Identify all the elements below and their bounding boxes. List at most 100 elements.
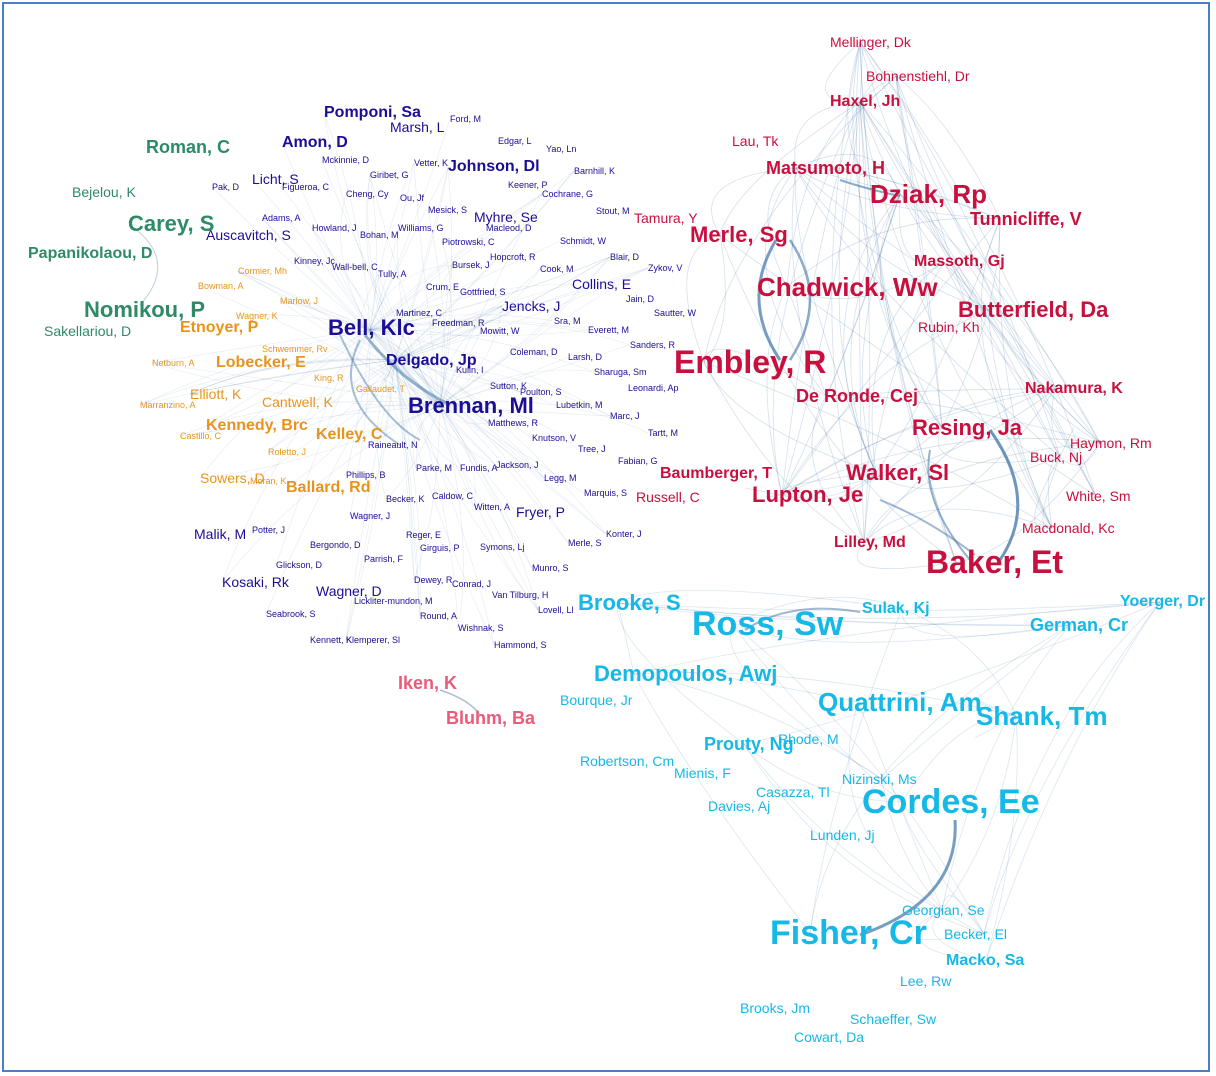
author-node-label[interactable]: Klemperer, Sl [346, 634, 401, 645]
author-node-label[interactable]: Moran, K [250, 475, 287, 486]
author-node-label[interactable]: Hopcroft, R [490, 251, 536, 262]
author-node-label[interactable]: Brennan, Ml [408, 393, 534, 418]
author-node-label[interactable]: Marranzino, A [140, 399, 196, 410]
author-node-label[interactable]: Mckinnie, D [322, 154, 370, 165]
author-node-label[interactable]: Roman, C [146, 137, 231, 157]
author-node-label[interactable]: Bowman, A [198, 280, 244, 291]
author-node-label[interactable]: Sharuga, Sm [594, 366, 647, 377]
author-node-label[interactable]: Ballard, Rd [286, 479, 371, 496]
author-node-label[interactable]: Rubin, Kh [918, 319, 980, 335]
author-node-label[interactable]: Chadwick, Ww [757, 272, 938, 302]
author-node-label[interactable]: Schmidt, W [560, 235, 607, 246]
author-node-label[interactable]: Haymon, Rm [1070, 435, 1152, 451]
author-node-label[interactable]: Baker, Et [926, 544, 1063, 580]
author-node-label[interactable]: Jackson, J [496, 459, 539, 470]
author-node-label[interactable]: Gallaudet, T [356, 383, 405, 394]
author-node-label[interactable]: Sowers, D [200, 470, 265, 486]
author-node-label[interactable]: Figueroa, C [282, 181, 330, 192]
author-node-label[interactable]: Georgian, Se [902, 902, 985, 918]
author-node-label[interactable]: White, Sm [1066, 488, 1131, 504]
author-node-label[interactable]: Marc, J [610, 410, 640, 421]
author-node-label[interactable]: Auscavitch, S [206, 227, 291, 243]
author-node-label[interactable]: Buck, Nj [1030, 449, 1083, 465]
author-node-label[interactable]: Elliott, K [190, 386, 242, 402]
author-node-label[interactable]: Piotrowski, C [442, 236, 495, 247]
author-node-label[interactable]: Lovell, Ll [538, 604, 574, 615]
author-node-label[interactable]: Sra, M [554, 315, 581, 326]
author-node-label[interactable]: Dewey, R [414, 574, 453, 585]
author-node-label[interactable]: Schwemmer, Rv [262, 343, 328, 354]
author-node-label[interactable]: German, Cr [1030, 615, 1129, 635]
author-node-label[interactable]: Adams, A [262, 212, 301, 223]
author-node-label[interactable]: Bohnenstiehl, Dr [866, 68, 970, 84]
author-node-label[interactable]: Matsumoto, H [766, 158, 885, 178]
author-node-label[interactable]: Munro, S [532, 562, 569, 573]
author-node-label[interactable]: Merle, S [568, 537, 602, 548]
author-node-label[interactable]: Leonardi, Ap [628, 382, 679, 393]
author-node-label[interactable]: Wishnak, S [458, 622, 504, 633]
author-node-label[interactable]: Brooks, Jm [740, 1000, 811, 1016]
author-node-label[interactable]: Macleod, D [486, 222, 532, 233]
author-node-label[interactable]: De Ronde, Cej [796, 386, 919, 406]
author-node-label[interactable]: Wall-bell, C [332, 261, 378, 272]
author-node-label[interactable]: Licht, S [252, 171, 299, 187]
author-node-label[interactable]: Papanikolaou, D [28, 245, 153, 262]
author-node-label[interactable]: Ford, M [450, 113, 482, 124]
author-node-label[interactable]: Gottfried, S [460, 286, 506, 297]
author-node-label[interactable]: Giribet, G [370, 169, 409, 180]
author-node-label[interactable]: Mowitt, W [480, 325, 520, 336]
author-node-label[interactable]: Tree, J [578, 443, 606, 454]
author-node-label[interactable]: Davies, Aj [708, 798, 771, 814]
author-node-label[interactable]: Rhode, M [778, 731, 839, 747]
author-node-label[interactable]: Williams, G [398, 222, 444, 233]
author-node-label[interactable]: Lupton, Je [752, 482, 864, 507]
author-node-label[interactable]: Nomikou, P [84, 297, 206, 322]
author-node-label[interactable]: Marquis, S [584, 487, 628, 498]
author-node-label[interactable]: Cowart, Da [794, 1029, 865, 1045]
author-node-label[interactable]: Casazza, Tl [756, 784, 830, 800]
author-node-label[interactable]: Massoth, Gj [914, 253, 1005, 270]
author-node-label[interactable]: Bourque, Jr [560, 692, 633, 708]
author-node-label[interactable]: Schaeffer, Sw [850, 1011, 937, 1027]
author-node-label[interactable]: Coleman, D [510, 346, 558, 357]
author-node-label[interactable]: Netburn, A [152, 357, 195, 368]
author-node-label[interactable]: Kelley, C [316, 426, 383, 443]
author-node-label[interactable]: Bursek, J [452, 259, 490, 270]
author-node-label[interactable]: Zykov, V [648, 262, 683, 273]
author-node-label[interactable]: Lubetkin, M [556, 399, 603, 410]
author-node-label[interactable]: Lee, Rw [900, 973, 952, 989]
author-node-label[interactable]: Roletto, J [268, 446, 307, 457]
author-node-label[interactable]: Martinez, C [396, 307, 443, 318]
author-node-label[interactable]: Amon, D [282, 134, 348, 151]
author-node-label[interactable]: Marsh, L [390, 119, 445, 135]
author-node-label[interactable]: Sakellariou, D [44, 323, 132, 339]
author-node-label[interactable]: Crum, E [426, 281, 460, 292]
author-node-label[interactable]: Tartt, M [648, 427, 679, 438]
author-node-label[interactable]: Delgado, Jp [386, 352, 477, 369]
author-node-label[interactable]: Reger, E [406, 529, 442, 540]
author-node-label[interactable]: Butterfield, Da [958, 297, 1109, 322]
author-node-label[interactable]: Kinney, Jc [294, 255, 335, 266]
author-node-label[interactable]: Caldow, C [432, 490, 474, 501]
author-node-label[interactable]: Bergondo, D [310, 539, 361, 550]
author-node-label[interactable]: Tamura, Y [634, 210, 698, 226]
author-node-label[interactable]: Matthews, R [488, 417, 539, 428]
author-node-label[interactable]: Howland, J [312, 222, 357, 233]
author-node-label[interactable]: Kulin, I [456, 364, 484, 375]
author-node-label[interactable]: Vetter, K [414, 157, 449, 168]
author-node-label[interactable]: Phillips, B [346, 469, 386, 480]
author-node-label[interactable]: Bell, Klc [328, 315, 415, 340]
author-node-label[interactable]: Iken, K [398, 673, 458, 693]
author-node-label[interactable]: Russell, C [636, 489, 700, 505]
author-node-label[interactable]: Shank, Tm [976, 701, 1108, 731]
author-node-label[interactable]: Embley, R [674, 344, 827, 380]
author-node-label[interactable]: Cook, M [540, 263, 574, 274]
author-node-label[interactable]: Girguis, P [420, 542, 460, 553]
author-node-label[interactable]: Johnson, Dl [448, 158, 540, 175]
author-node-label[interactable]: Becker, El [944, 926, 1008, 942]
author-node-label[interactable]: Poulton, S [520, 386, 562, 397]
author-node-label[interactable]: Nakamura, K [1025, 380, 1123, 397]
author-node-label[interactable]: Cheng, Cy [346, 188, 389, 199]
author-node-label[interactable]: Parke, M [416, 462, 453, 473]
author-node-label[interactable]: Yao, Ln [546, 143, 577, 154]
